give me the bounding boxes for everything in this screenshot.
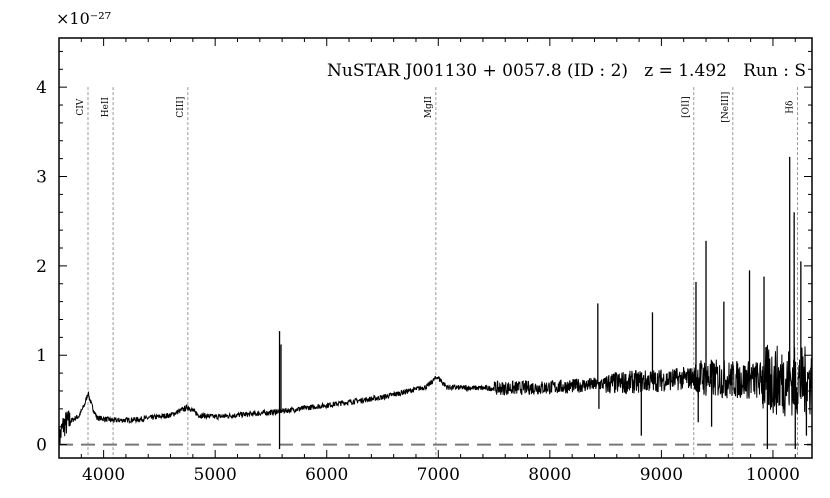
emission-line-label: CIV <box>76 98 86 115</box>
x-tick-label: 7000 <box>417 465 460 485</box>
emission-line-label: CIII] <box>176 97 186 118</box>
y-tick-label: 3 <box>36 168 47 188</box>
y-axis: 0 1 2 3 4 <box>36 50 812 456</box>
x-tick-label: 8000 <box>528 465 571 485</box>
x-tick-label: 9000 <box>640 465 683 485</box>
y-tick-label: 2 <box>36 257 47 277</box>
x-tick-label: 10000 <box>746 465 800 485</box>
y-tick-label: 0 <box>36 436 47 456</box>
x-tick-label: 4000 <box>82 465 125 485</box>
emission-line-label: MgII <box>424 96 434 119</box>
x-axis: 4000 5000 6000 7000 8000 9000 10000 <box>58 38 800 485</box>
emission-line-label: [NeIII] <box>721 92 731 123</box>
x-tick-label: 6000 <box>305 465 348 485</box>
emission-line-markers: CIV HeII CIII] MgII [OII] [NeIII] Hδ <box>76 87 798 458</box>
x-tick-label: 5000 <box>194 465 237 485</box>
y-tick-label: 1 <box>36 346 47 366</box>
emission-line-label: Hδ <box>785 101 795 114</box>
y-scale-label: ×10⁻²⁷ <box>56 9 111 28</box>
spectrum-series-line <box>58 344 813 454</box>
emission-line-label: HeII <box>101 97 111 118</box>
chart-title: NuSTAR J001130 + 0057.8 (ID : 2) z = 1.4… <box>327 61 806 81</box>
spectrum-noise-spikes <box>278 156 808 450</box>
emission-line-label: [OII] <box>682 96 692 118</box>
y-tick-label: 4 <box>36 78 47 98</box>
